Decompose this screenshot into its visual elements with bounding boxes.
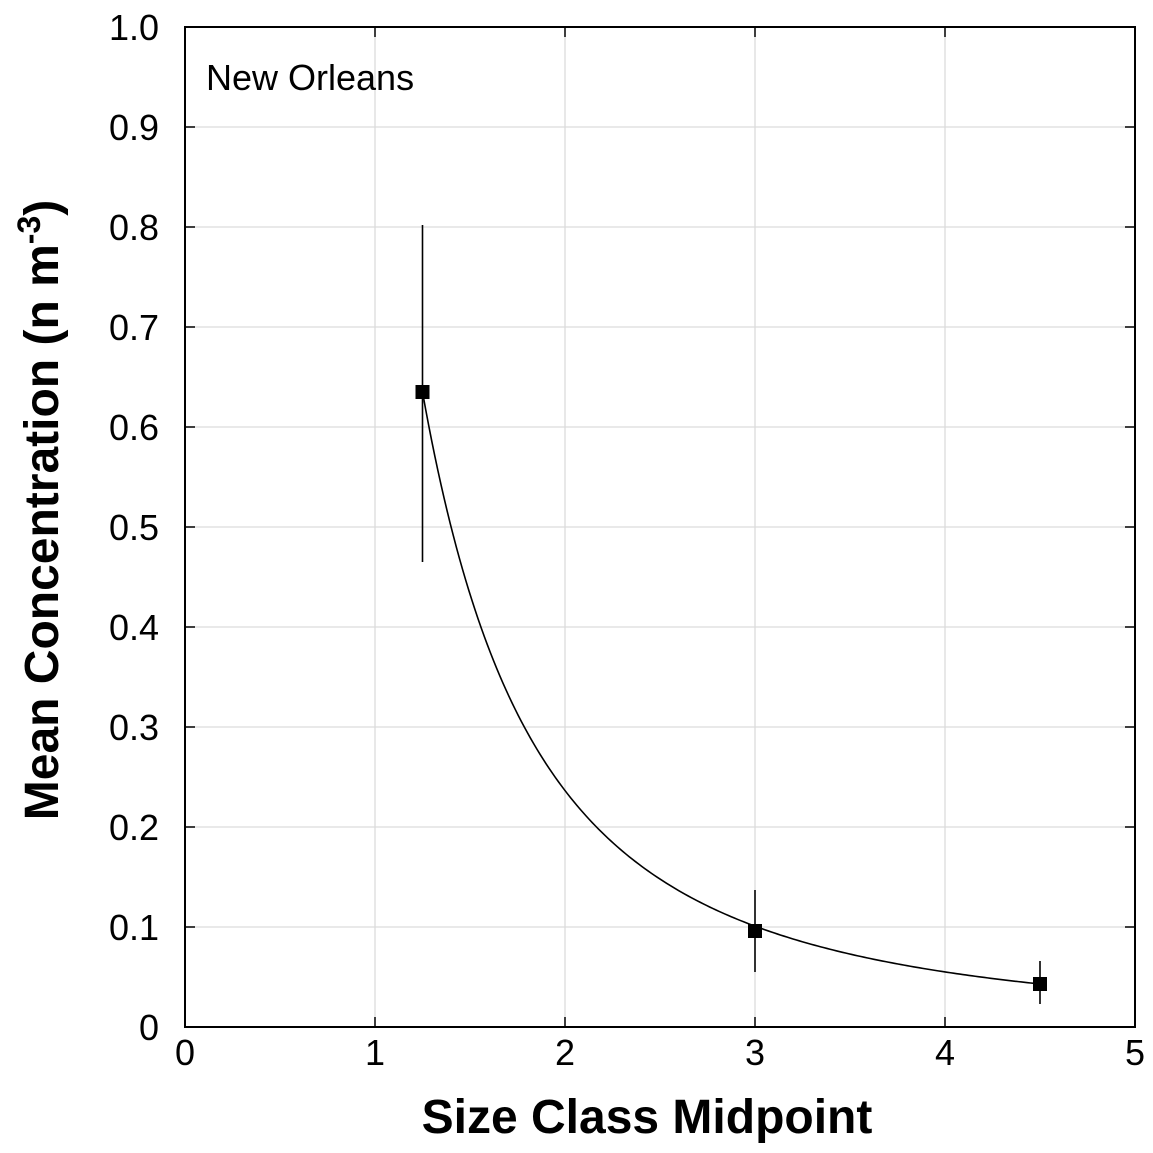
y-tick-label: 0.9 bbox=[109, 107, 159, 148]
location-annotation: New Orleans bbox=[206, 57, 414, 98]
x-tick-label: 4 bbox=[935, 1032, 955, 1073]
y-tick-label: 0.3 bbox=[109, 707, 159, 748]
x-tick-label: 1 bbox=[365, 1032, 385, 1073]
x-tick-label: 2 bbox=[555, 1032, 575, 1073]
y-axis-title-main: Mean Concentration (n m bbox=[16, 244, 69, 820]
x-tick-labels: 0 1 2 3 4 5 bbox=[175, 1032, 1145, 1073]
x-tick-label: 5 bbox=[1125, 1032, 1145, 1073]
data-point-marker bbox=[415, 385, 430, 399]
x-tick-label: 0 bbox=[175, 1032, 195, 1073]
grid bbox=[185, 27, 1135, 1027]
y-tick-label: 0.6 bbox=[109, 407, 159, 448]
y-tick-label: 0.8 bbox=[109, 207, 159, 248]
error-bars-layer bbox=[421, 225, 1041, 1004]
tick-marks bbox=[184, 26, 1136, 1028]
y-tick-label: 0.5 bbox=[109, 507, 159, 548]
x-tick-label: 3 bbox=[745, 1032, 765, 1073]
y-tick-label: 0.4 bbox=[109, 607, 159, 648]
y-axis-title-superscript: -3 bbox=[11, 216, 47, 244]
y-tick-label: 1.0 bbox=[109, 7, 159, 48]
data-point-marker bbox=[1033, 977, 1047, 991]
markers-layer bbox=[415, 385, 1047, 991]
y-tick-labels: 0 0.1 0.2 0.3 0.4 0.5 0.6 0.7 0.8 0.9 1.0 bbox=[109, 7, 159, 1048]
x-axis-title: Size Class Midpoint bbox=[422, 1091, 873, 1144]
y-tick-label: 0.7 bbox=[109, 307, 159, 348]
fit-curve-layer bbox=[421, 391, 1041, 985]
y-tick-label: 0 bbox=[139, 1007, 159, 1048]
fit-curve bbox=[421, 391, 1041, 985]
y-tick-label: 0.1 bbox=[109, 907, 159, 948]
y-tick-label: 0.2 bbox=[109, 807, 159, 848]
y-axis-title-close: ) bbox=[16, 200, 69, 216]
data-point-marker bbox=[748, 924, 762, 938]
y-axis-title: Mean Concentration (n m-3) bbox=[11, 200, 69, 820]
